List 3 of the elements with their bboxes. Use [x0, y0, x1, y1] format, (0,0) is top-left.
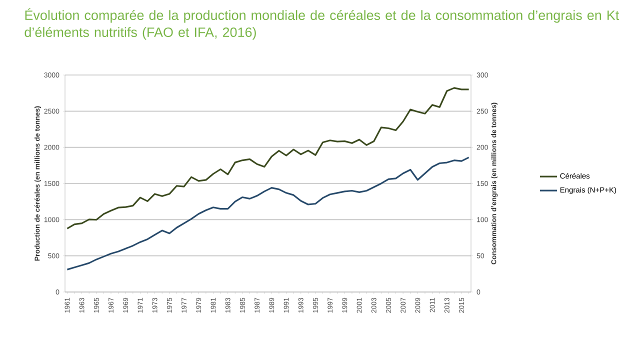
line-series [66, 156, 470, 270]
chart-title: Évolution comparée de la production mondiale de céréales et de la consommation d’engrais en Kt d’éléments nutritifs (FAO et IFA, 2016) [24, 8, 620, 40]
line-series [66, 87, 470, 230]
